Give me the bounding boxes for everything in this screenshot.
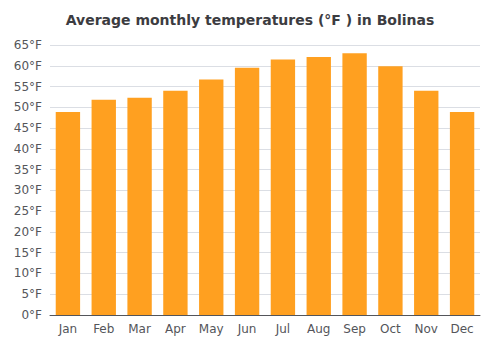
svg-text:60°F: 60°F <box>14 59 42 73</box>
svg-text:Oct: Oct <box>380 322 401 336</box>
svg-text:35°F: 35°F <box>14 163 42 177</box>
svg-text:Nov: Nov <box>415 322 438 336</box>
svg-text:Feb: Feb <box>93 322 114 336</box>
svg-text:5°F: 5°F <box>21 287 42 301</box>
svg-text:20°F: 20°F <box>14 225 42 239</box>
svg-text:25°F: 25°F <box>14 204 42 218</box>
svg-text:0°F: 0°F <box>21 308 42 322</box>
svg-text:Apr: Apr <box>165 322 186 336</box>
svg-text:45°F: 45°F <box>14 121 42 135</box>
svg-text:Jan: Jan <box>58 322 78 336</box>
svg-text:Average monthly temperatures (: Average monthly temperatures (°F ) in Bo… <box>66 12 435 28</box>
svg-text:50°F: 50°F <box>14 100 42 114</box>
svg-text:Dec: Dec <box>450 322 473 336</box>
svg-text:15°F: 15°F <box>14 246 42 260</box>
svg-text:Jun: Jun <box>237 322 257 336</box>
svg-text:Aug: Aug <box>307 322 330 336</box>
svg-text:40°F: 40°F <box>14 142 42 156</box>
svg-text:Jul: Jul <box>275 322 290 336</box>
svg-text:May: May <box>199 322 224 336</box>
svg-text:30°F: 30°F <box>14 183 42 197</box>
svg-text:55°F: 55°F <box>14 80 42 94</box>
svg-text:10°F: 10°F <box>14 266 42 280</box>
svg-text:65°F: 65°F <box>14 38 42 52</box>
svg-text:Mar: Mar <box>128 322 151 336</box>
svg-text:Sep: Sep <box>343 322 366 336</box>
